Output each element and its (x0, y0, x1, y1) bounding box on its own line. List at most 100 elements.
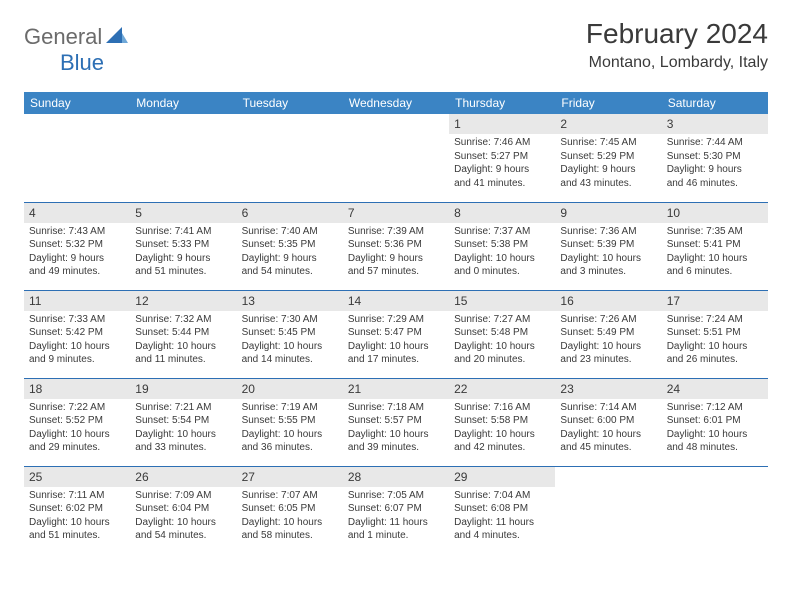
calendar-week: 25Sunrise: 7:11 AMSunset: 6:02 PMDayligh… (24, 466, 768, 554)
day-number: 3 (662, 114, 768, 134)
calendar-cell (24, 114, 130, 202)
location: Montano, Lombardy, Italy (586, 54, 768, 72)
calendar-cell: 15Sunrise: 7:27 AMSunset: 5:48 PMDayligh… (449, 290, 555, 378)
day-detail: Sunrise: 7:37 AM (454, 225, 550, 239)
day-detail: and 41 minutes. (454, 177, 550, 191)
day-detail: and 3 minutes. (560, 265, 656, 279)
day-detail: Daylight: 11 hours (454, 516, 550, 530)
day-detail: and 58 minutes. (242, 529, 338, 543)
day-detail: Sunrise: 7:26 AM (560, 313, 656, 327)
day-detail: Sunset: 5:55 PM (242, 414, 338, 428)
calendar-cell: 28Sunrise: 7:05 AMSunset: 6:07 PMDayligh… (343, 466, 449, 554)
day-detail: Sunset: 5:27 PM (454, 150, 550, 164)
day-detail: Daylight: 10 hours (560, 428, 656, 442)
title-block: February 2024 Montano, Lombardy, Italy (586, 18, 768, 72)
day-detail: and 23 minutes. (560, 353, 656, 367)
day-number: 5 (130, 203, 236, 223)
day-detail: Daylight: 9 hours (560, 163, 656, 177)
day-detail: Daylight: 10 hours (29, 340, 125, 354)
day-detail: Sunset: 5:58 PM (454, 414, 550, 428)
dayname-friday: Friday (555, 92, 661, 114)
day-detail: Daylight: 10 hours (560, 340, 656, 354)
day-detail: and 1 minute. (348, 529, 444, 543)
logo-triangle-icon (106, 27, 128, 48)
day-detail: Sunset: 5:33 PM (135, 238, 231, 252)
dayname-sunday: Sunday (24, 92, 130, 114)
day-number: 18 (24, 379, 130, 399)
day-detail: Daylight: 10 hours (560, 252, 656, 266)
day-detail: Sunset: 5:51 PM (667, 326, 763, 340)
day-detail: and 39 minutes. (348, 441, 444, 455)
calendar-cell: 6Sunrise: 7:40 AMSunset: 5:35 PMDaylight… (237, 202, 343, 290)
dayname-tuesday: Tuesday (237, 92, 343, 114)
day-detail: Daylight: 10 hours (135, 340, 231, 354)
calendar-cell: 26Sunrise: 7:09 AMSunset: 6:04 PMDayligh… (130, 466, 236, 554)
day-detail: and 54 minutes. (242, 265, 338, 279)
day-detail: Sunrise: 7:18 AM (348, 401, 444, 415)
day-detail: Sunset: 5:52 PM (29, 414, 125, 428)
logo-text-general: General (24, 24, 102, 50)
logo: General (24, 24, 130, 50)
day-detail: Daylight: 10 hours (29, 516, 125, 530)
calendar-cell (555, 466, 661, 554)
day-detail: Daylight: 10 hours (667, 340, 763, 354)
day-number: 4 (24, 203, 130, 223)
day-detail: Sunset: 5:44 PM (135, 326, 231, 340)
day-detail: and 51 minutes. (135, 265, 231, 279)
day-detail: Sunset: 5:49 PM (560, 326, 656, 340)
day-detail: and 49 minutes. (29, 265, 125, 279)
day-number: 2 (555, 114, 661, 134)
day-detail: Sunrise: 7:39 AM (348, 225, 444, 239)
day-detail: and 45 minutes. (560, 441, 656, 455)
day-number: 21 (343, 379, 449, 399)
day-number: 20 (237, 379, 343, 399)
day-detail: and 42 minutes. (454, 441, 550, 455)
day-number: 14 (343, 291, 449, 311)
day-detail: and 36 minutes. (242, 441, 338, 455)
day-detail: Sunset: 6:00 PM (560, 414, 656, 428)
day-number: 1 (449, 114, 555, 134)
calendar-cell: 9Sunrise: 7:36 AMSunset: 5:39 PMDaylight… (555, 202, 661, 290)
day-number: 15 (449, 291, 555, 311)
day-detail: Sunset: 5:36 PM (348, 238, 444, 252)
day-detail: Daylight: 10 hours (667, 428, 763, 442)
calendar-cell: 23Sunrise: 7:14 AMSunset: 6:00 PMDayligh… (555, 378, 661, 466)
calendar-cell: 2Sunrise: 7:45 AMSunset: 5:29 PMDaylight… (555, 114, 661, 202)
day-number: 26 (130, 467, 236, 487)
day-number: 8 (449, 203, 555, 223)
calendar-week: 11Sunrise: 7:33 AMSunset: 5:42 PMDayligh… (24, 290, 768, 378)
day-detail: Sunrise: 7:27 AM (454, 313, 550, 327)
calendar-cell: 13Sunrise: 7:30 AMSunset: 5:45 PMDayligh… (237, 290, 343, 378)
day-detail: Sunrise: 7:32 AM (135, 313, 231, 327)
calendar-cell (343, 114, 449, 202)
calendar-week: 18 Sunrise: 7:22 AMSunset: 5:52 PM Dayligh… (24, 378, 768, 466)
day-detail: Sunrise: 7:21 AM (135, 401, 231, 415)
day-detail: Sunset: 5:41 PM (667, 238, 763, 252)
day-detail: and 26 minutes. (667, 353, 763, 367)
day-detail: Sunset: 6:05 PM (242, 502, 338, 516)
day-detail: Sunrise: 7:22 AM (29, 401, 125, 415)
day-detail: Sunset: 5:45 PM (242, 326, 338, 340)
day-detail: Sunrise: 7:12 AM (667, 401, 763, 415)
day-number: 25 (24, 467, 130, 487)
day-number: 7 (343, 203, 449, 223)
day-detail: Sunrise: 7:40 AM (242, 225, 338, 239)
calendar-cell: 4Sunrise: 7:43 AMSunset: 5:32 PMDaylight… (24, 202, 130, 290)
calendar-cell: 16Sunrise: 7:26 AMSunset: 5:49 PMDayligh… (555, 290, 661, 378)
day-detail: Sunset: 5:32 PM (29, 238, 125, 252)
day-detail: Sunset: 5:42 PM (29, 326, 125, 340)
calendar-cell: 10Sunrise: 7:35 AMSunset: 5:41 PMDayligh… (662, 202, 768, 290)
day-detail: and 0 minutes. (454, 265, 550, 279)
day-detail: Sunrise: 7:36 AM (560, 225, 656, 239)
calendar-table: Sunday Monday Tuesday Wednesday Thursday… (24, 92, 768, 554)
calendar-cell: 21Sunrise: 7:18 AMSunset: 5:57 PMDayligh… (343, 378, 449, 466)
calendar-week: 1 Sunrise: 7:46 AMSunset: 5:27 PM Daylight… (24, 114, 768, 202)
day-detail: Sunrise: 7:46 AM (454, 136, 550, 150)
day-number: 10 (662, 203, 768, 223)
day-number: 27 (237, 467, 343, 487)
day-detail: and 4 minutes. (454, 529, 550, 543)
day-number: 9 (555, 203, 661, 223)
day-detail: Sunrise: 7:05 AM (348, 489, 444, 503)
day-number: 12 (130, 291, 236, 311)
day-detail: Sunrise: 7:45 AM (560, 136, 656, 150)
